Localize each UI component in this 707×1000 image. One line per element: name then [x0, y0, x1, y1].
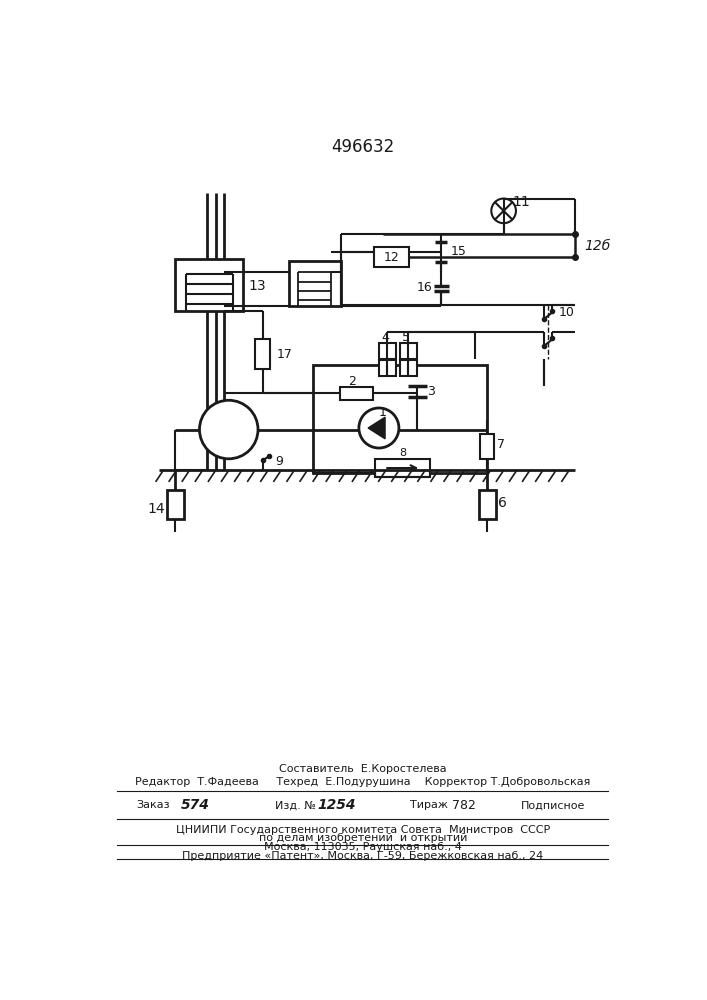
- Text: 11: 11: [513, 195, 531, 209]
- Text: Изд. №: Изд. №: [275, 800, 316, 810]
- Text: 1: 1: [379, 406, 387, 419]
- Bar: [479, 490, 496, 519]
- Bar: [399, 360, 416, 376]
- Text: 17: 17: [276, 348, 293, 361]
- Text: 12б: 12б: [585, 239, 611, 253]
- Circle shape: [199, 400, 258, 459]
- Text: 15: 15: [450, 245, 467, 258]
- Text: 782: 782: [452, 799, 476, 812]
- Text: Тираж: Тираж: [409, 800, 448, 810]
- Text: ЦНИИПИ Государственного комитета Совета  Министров  СССР: ЦНИИПИ Государственного комитета Совета …: [175, 825, 550, 835]
- Text: Москва, 113035, Раушская наб., 4: Москва, 113035, Раушская наб., 4: [264, 842, 462, 852]
- Polygon shape: [368, 417, 385, 439]
- Text: по делам изобретений  и открытий: по делам изобретений и открытий: [259, 833, 467, 843]
- Text: 9: 9: [275, 455, 283, 468]
- Bar: [288, 261, 341, 306]
- Text: 16: 16: [416, 281, 432, 294]
- Bar: [373, 247, 409, 267]
- Text: Подписное: Подписное: [521, 800, 585, 810]
- Bar: [379, 360, 396, 376]
- Text: 13: 13: [248, 279, 266, 293]
- Circle shape: [359, 408, 399, 448]
- Text: Предприятие «Патент», Москва, Г-59, Бережковская наб., 24: Предприятие «Патент», Москва, Г-59, Бере…: [182, 851, 544, 861]
- Text: 2: 2: [348, 375, 356, 388]
- Text: 14: 14: [147, 502, 165, 516]
- Bar: [340, 387, 373, 400]
- Bar: [313, 365, 486, 473]
- Text: 3: 3: [426, 385, 435, 398]
- Text: 4: 4: [381, 331, 389, 344]
- Text: 12: 12: [383, 251, 399, 264]
- Text: Редактор  Т.Фадеева     Техред  Е.Подурушина    Корректор Т.Добровольская: Редактор Т.Фадеева Техред Е.Подурушина К…: [135, 777, 590, 787]
- Bar: [175, 259, 243, 311]
- Text: 5: 5: [402, 331, 410, 344]
- Bar: [255, 339, 270, 369]
- Bar: [399, 343, 416, 359]
- Bar: [379, 343, 396, 359]
- Bar: [167, 490, 184, 519]
- Text: 7: 7: [497, 438, 505, 451]
- Text: 496632: 496632: [331, 138, 395, 156]
- Text: 8: 8: [399, 448, 407, 458]
- Text: 6: 6: [498, 496, 507, 510]
- Bar: [480, 434, 493, 459]
- Text: Заказ: Заказ: [136, 800, 170, 810]
- Text: 10: 10: [559, 306, 574, 319]
- Text: 574: 574: [181, 798, 210, 812]
- Text: Составитель  Е.Коростелева: Составитель Е.Коростелева: [279, 764, 447, 774]
- Text: 1254: 1254: [317, 798, 356, 812]
- Bar: [375, 459, 431, 477]
